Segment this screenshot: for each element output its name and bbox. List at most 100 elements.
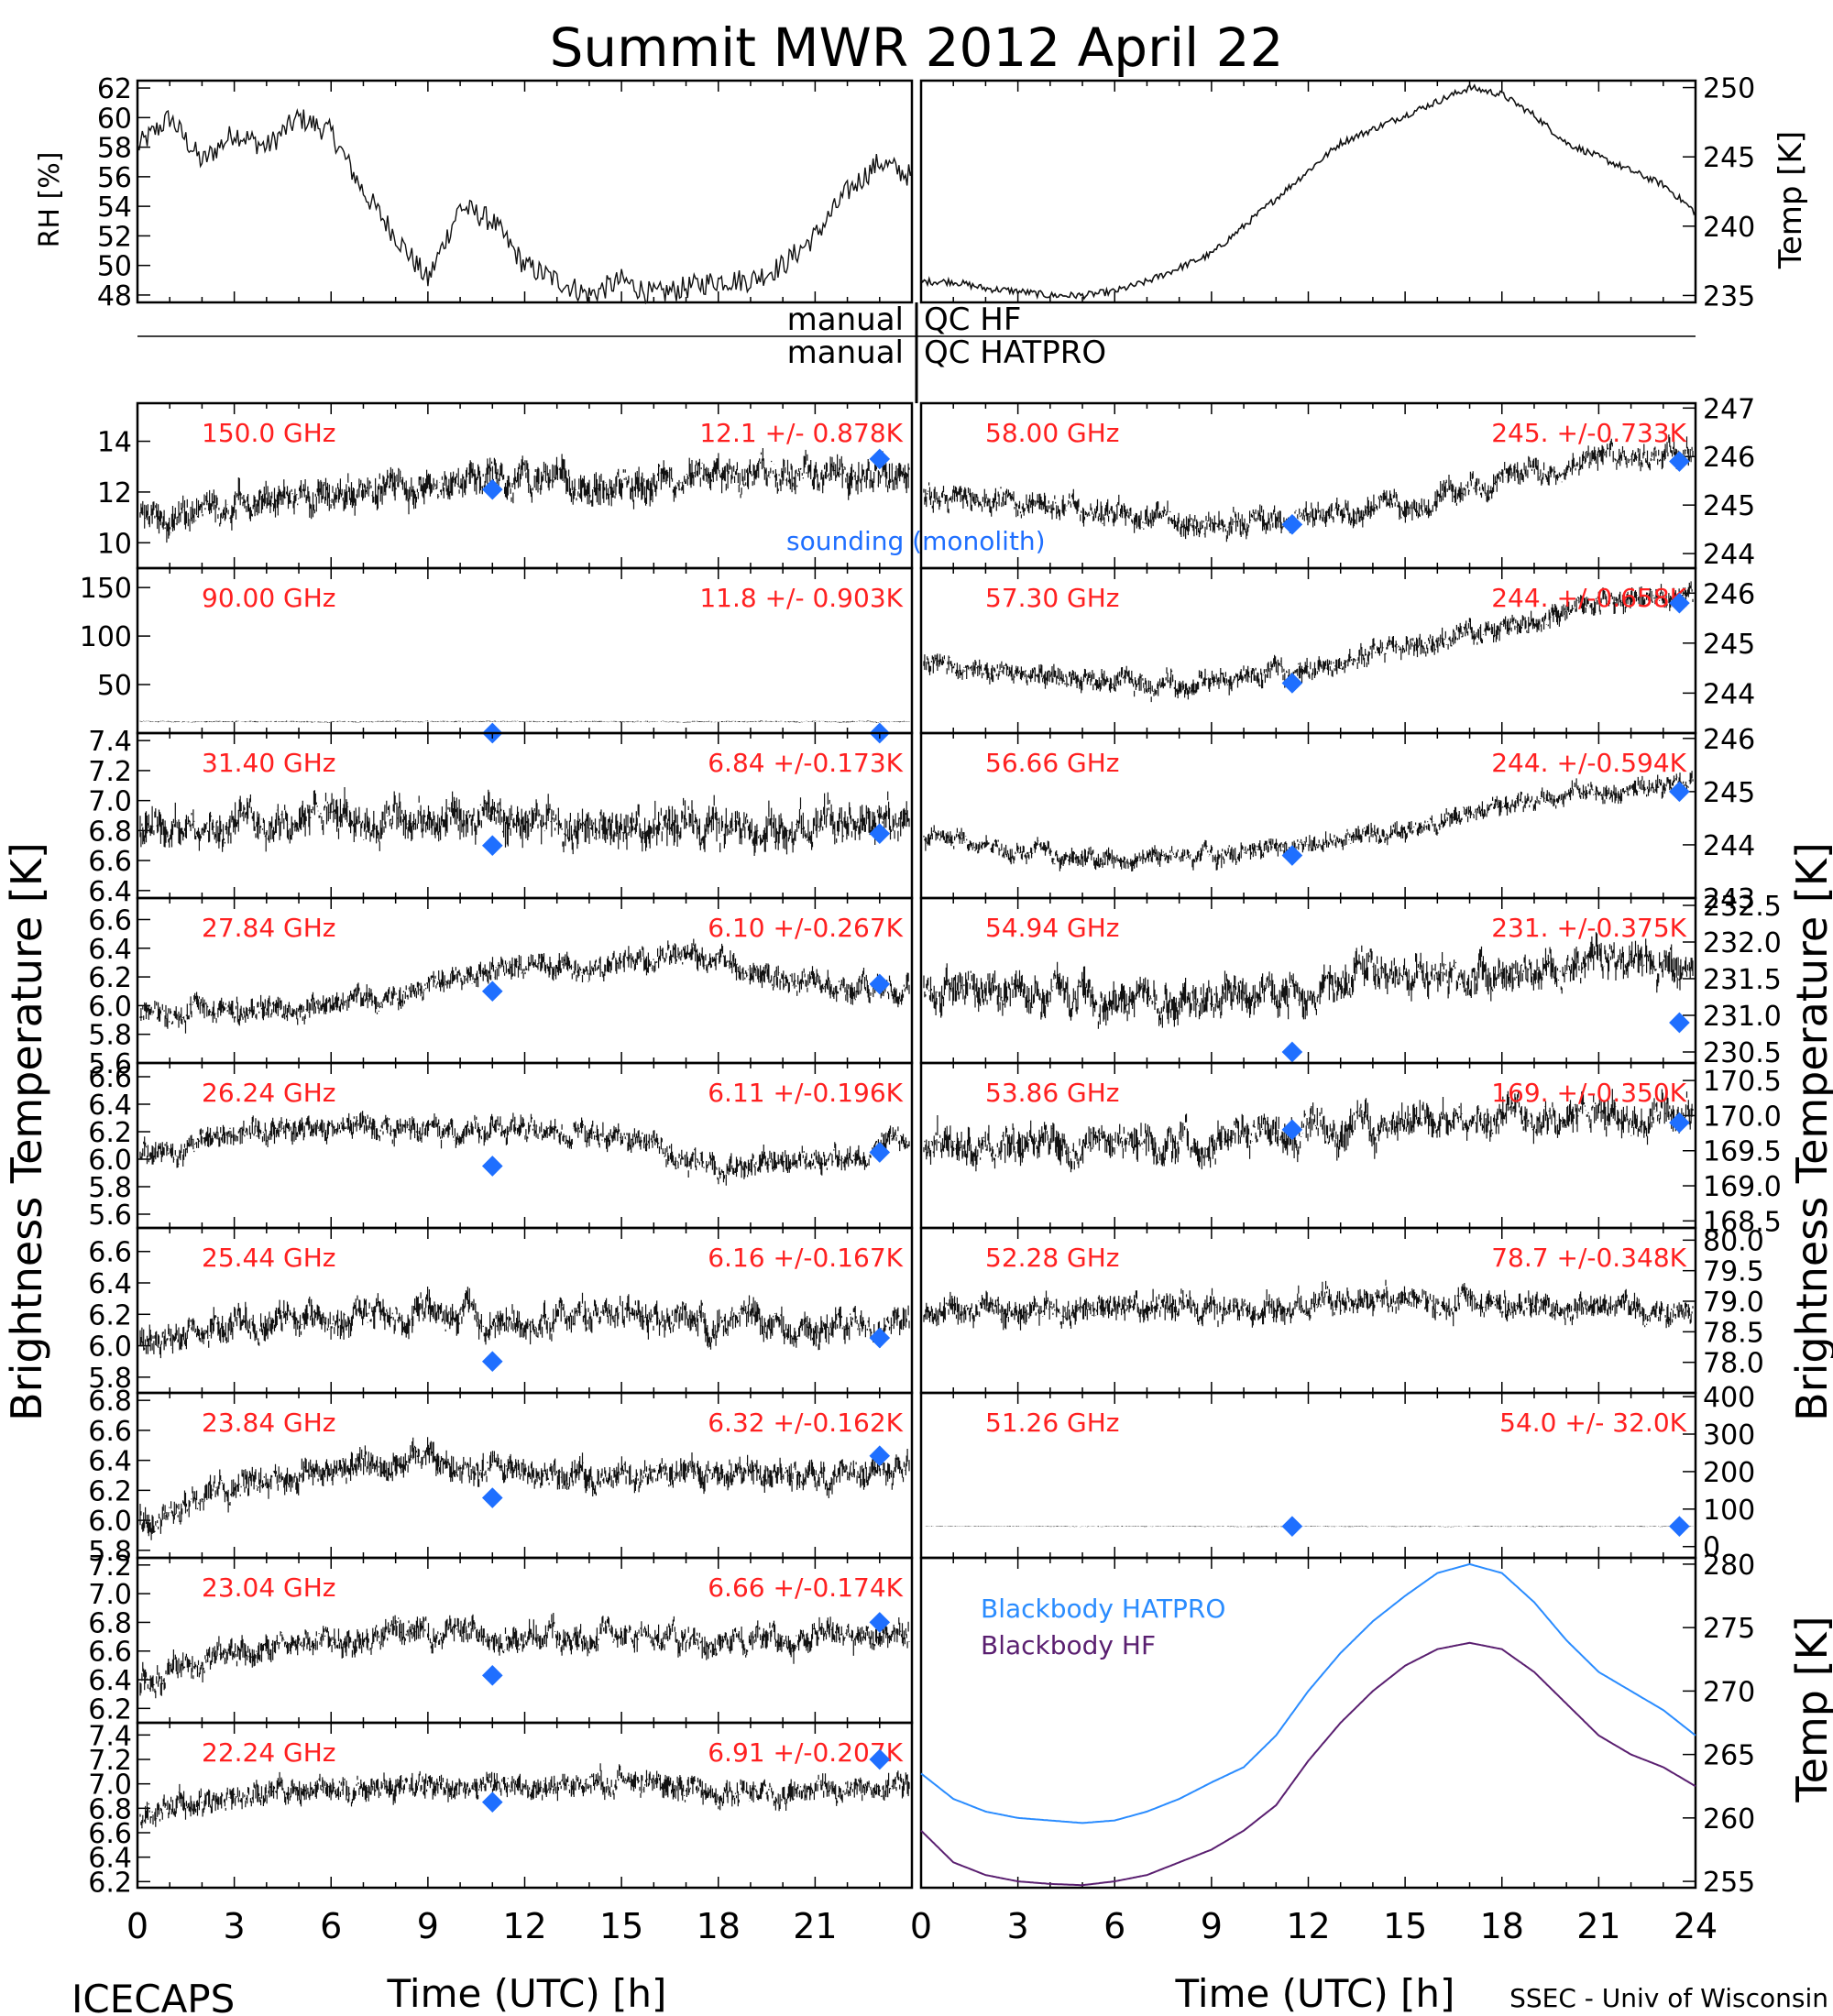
L25-sounding-point — [481, 1351, 503, 1373]
L27-ytick-label: 6.2 — [88, 962, 132, 994]
L31-freq-label: 31.40 GHz — [202, 748, 336, 778]
L25-freq-label: 25.44 GHz — [202, 1243, 336, 1273]
L90-trace — [139, 720, 910, 723]
left-x-xtick-label: 15 — [599, 1906, 643, 1946]
L26-sounding-point — [481, 1156, 503, 1177]
rh-ytick-label: 52 — [97, 221, 132, 253]
chart-title: Summit MWR 2012 April 22 — [550, 16, 1284, 79]
R58-ytick-label: 244 — [1703, 539, 1755, 571]
bb-series-1 — [920, 1641, 1696, 1887]
R56-sounding-point — [1281, 845, 1303, 866]
L22-ytick-label: 6.8 — [88, 1793, 132, 1825]
R53-ytick-label: 168.5 — [1703, 1206, 1782, 1238]
R57-stat-label: 244. +/-0.658K — [1491, 583, 1686, 613]
L26-ytick-label: 5.8 — [88, 1172, 132, 1204]
right-x-xtick-label: 21 — [1576, 1906, 1620, 1946]
L27-ytick-label: 6.0 — [88, 991, 132, 1023]
bb-series-0 — [920, 1562, 1696, 1824]
L25-sounding-point — [869, 1327, 891, 1349]
R54-ytick-label: 231.0 — [1703, 1001, 1782, 1033]
L27-sounding-point — [869, 973, 891, 995]
rh-ytick-label: 56 — [97, 162, 132, 194]
L23b-ytick-label: 6.6 — [88, 1416, 132, 1448]
R51-ytick-label: 100 — [1703, 1495, 1755, 1527]
L22-ytick-label: 6.4 — [88, 1843, 132, 1875]
R51-ytick-label: 0 — [1703, 1532, 1720, 1564]
R58-ytick-label: 245 — [1703, 490, 1755, 522]
bb-ytick-label: 270 — [1703, 1676, 1755, 1708]
L23b-stat-label: 6.32 +/-0.162K — [708, 1408, 903, 1438]
R56-ytick-label: 246 — [1703, 724, 1755, 756]
R51-ytick-label: 300 — [1703, 1419, 1755, 1452]
R58-ytick-label: 246 — [1703, 442, 1755, 474]
temp-top-axis-label: Temp [K] — [1773, 131, 1809, 269]
qc-hf-right: QC HF — [924, 301, 1021, 338]
R52-ytick-label: 79.5 — [1703, 1256, 1764, 1288]
L26-ytick-label: 6.4 — [88, 1090, 132, 1122]
temp-ytick-label: 250 — [1703, 73, 1755, 105]
R54-ytick-label: 232.0 — [1703, 927, 1782, 959]
L26-trace — [139, 1111, 910, 1186]
R54-trace — [923, 932, 1694, 1029]
temp-ytick-label: 245 — [1703, 142, 1755, 174]
L25-ytick-label: 5.8 — [88, 1363, 132, 1395]
L23a-sounding-point — [869, 1612, 891, 1633]
L22-sounding-point — [869, 1748, 891, 1770]
L26-ytick-label: 6.2 — [88, 1117, 132, 1149]
R58-sounding-point — [1669, 451, 1690, 472]
L26-ytick-label: 6.0 — [88, 1145, 132, 1177]
L26-stat-label: 6.11 +/-0.196K — [708, 1078, 903, 1108]
L23a-sounding-point — [481, 1665, 503, 1686]
L23b-ytick-label: 6.0 — [88, 1506, 132, 1538]
right-x-xtick-label: 12 — [1286, 1906, 1330, 1946]
L22-ytick-label: 7.0 — [88, 1769, 132, 1802]
rh-ytick-label: 60 — [97, 103, 132, 135]
L150-sounding-point — [481, 478, 503, 500]
left-x-xtick-label: 12 — [502, 1906, 546, 1946]
L23a-ytick-label: 7.0 — [88, 1579, 132, 1611]
R52-trace — [923, 1279, 1694, 1331]
rh-ytick-label: 62 — [97, 73, 132, 105]
R54-stat-label: 231. +/-0.375K — [1491, 913, 1686, 943]
rh-ytick-label: 54 — [97, 192, 132, 224]
R53-sounding-point — [1281, 1119, 1303, 1141]
R52-ytick-label: 80.0 — [1703, 1225, 1764, 1257]
R56-freq-label: 56.66 GHz — [985, 748, 1120, 778]
L22-sounding-point — [481, 1791, 503, 1813]
R52-ytick-label: 78.0 — [1703, 1348, 1764, 1380]
L23a-ytick-label: 6.2 — [88, 1693, 132, 1726]
R54-ytick-label: 232.5 — [1703, 891, 1782, 923]
L150-stat-label: 12.1 +/- 0.878K — [699, 418, 903, 448]
R58-freq-label: 58.00 GHz — [985, 418, 1120, 448]
L22-ytick-label: 6.6 — [88, 1818, 132, 1850]
R53-stat-label: 169. +/-0.350K — [1491, 1078, 1686, 1108]
R53-ytick-label: 170.0 — [1703, 1101, 1782, 1133]
R56-trace — [923, 771, 1694, 871]
R58-stat-label: 245. +/-0.733K — [1491, 418, 1686, 448]
L31-trace — [139, 787, 910, 856]
R51-freq-label: 51.26 GHz — [985, 1408, 1120, 1438]
L22-ytick-label: 7.2 — [88, 1745, 132, 1777]
right-x-xtick-label: 0 — [910, 1906, 932, 1946]
right-x-xtick-label: 9 — [1201, 1906, 1223, 1946]
L27-trace — [139, 938, 910, 1034]
L23a-ytick-label: 6.8 — [88, 1607, 132, 1639]
L90-ytick-label: 100 — [80, 621, 132, 653]
L23a-stat-label: 6.66 +/-0.174K — [708, 1572, 903, 1603]
legend-bb-hf: Blackbody HF — [981, 1630, 1156, 1660]
L31-ytick-label: 7.0 — [88, 786, 132, 818]
left-x-xtick-label: 9 — [417, 1906, 439, 1946]
R52-stat-label: 78.7 +/-0.348K — [1491, 1243, 1686, 1273]
R57-ytick-label: 244 — [1703, 678, 1755, 710]
rh-series-0 — [137, 108, 913, 305]
R54-ytick-label: 231.5 — [1703, 964, 1782, 996]
L27-ytick-label: 6.4 — [88, 934, 132, 966]
left-x-xtick-label: 6 — [320, 1906, 342, 1946]
L150-ytick-label: 14 — [97, 427, 132, 459]
L26-ytick-label: 5.6 — [88, 1200, 132, 1232]
rh-ytick-label: 58 — [97, 133, 132, 165]
qc-hatpro-right: QC HATPRO — [924, 334, 1106, 371]
L25-ytick-label: 6.6 — [88, 1237, 132, 1269]
time-axis-label-left: Time (UTC) [h] — [387, 1971, 667, 2016]
